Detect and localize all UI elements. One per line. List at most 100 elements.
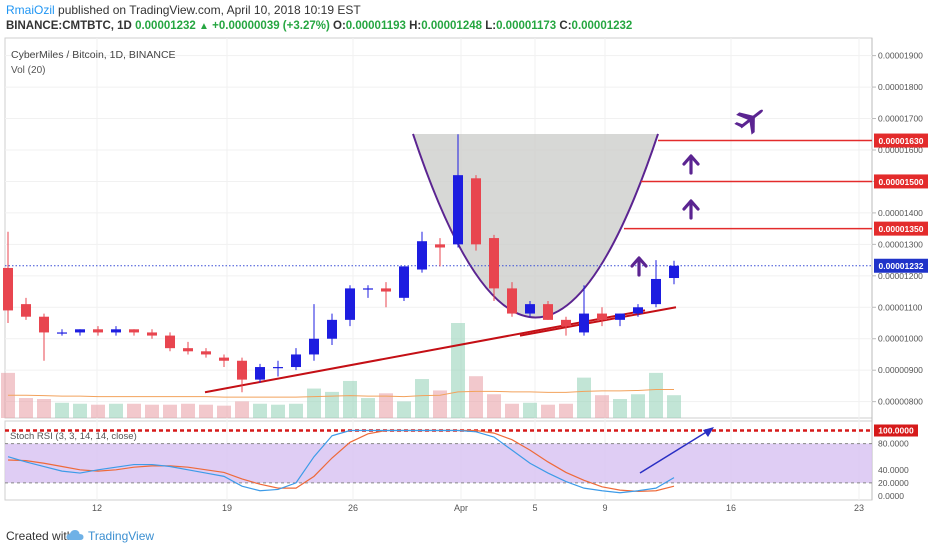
y-tick-label: 0.00001000 bbox=[878, 334, 923, 344]
bull-candle bbox=[309, 338, 319, 355]
volume-bar bbox=[595, 395, 609, 418]
volume-bar bbox=[235, 401, 249, 418]
bear-candle bbox=[165, 335, 175, 349]
stoch-arrow-line bbox=[639, 430, 709, 474]
volume-bar bbox=[127, 403, 141, 418]
volume-bar bbox=[19, 398, 33, 418]
price-tag-label: 0.00001630 bbox=[879, 136, 924, 146]
bear-candle bbox=[147, 332, 157, 336]
volume-bar bbox=[253, 403, 267, 418]
volume-bar bbox=[217, 405, 231, 418]
bear-candle bbox=[39, 316, 49, 333]
volume-bar bbox=[199, 404, 213, 418]
stoch-band bbox=[5, 443, 872, 483]
stoch-label: Stoch RSI (3, 3, 14, 14, close) bbox=[10, 431, 137, 442]
footer: Created with TradingView bbox=[0, 522, 932, 550]
bull-candle bbox=[525, 304, 535, 314]
bull-candle bbox=[579, 313, 589, 333]
volume-bar bbox=[37, 399, 51, 418]
open-label: O: bbox=[333, 20, 346, 32]
bull-candle bbox=[57, 332, 67, 334]
bull-candle bbox=[399, 266, 409, 298]
x-tick-label: 12 bbox=[92, 503, 102, 513]
bear-candle bbox=[435, 244, 445, 248]
bull-candle bbox=[345, 288, 355, 320]
y-tick-label: 0.00001200 bbox=[878, 271, 923, 281]
bear-candle bbox=[561, 319, 571, 327]
x-tick-label: Apr bbox=[454, 503, 468, 513]
bull-candle bbox=[651, 278, 661, 305]
x-tick-label: 9 bbox=[602, 503, 607, 513]
bear-candle bbox=[237, 360, 247, 380]
ohlc-line: BINANCE:CMTBTC, 1D 0.00001232 ▲ +0.00000… bbox=[6, 20, 632, 32]
volume-bar bbox=[307, 388, 321, 418]
volume-bar bbox=[667, 395, 681, 418]
chart-title: CyberMiles / Bitcoin, 1D, BINANCE bbox=[11, 49, 176, 61]
publish-line: RmaiOzil published on TradingView.com, A… bbox=[6, 3, 361, 17]
last-price: 0.00001232 bbox=[135, 20, 196, 32]
support-trendline-1 bbox=[204, 309, 646, 394]
x-tick-label: 26 bbox=[348, 503, 358, 513]
volume-bar bbox=[613, 399, 627, 418]
author-link[interactable]: RmaiOzil bbox=[6, 3, 55, 17]
bear-candle bbox=[129, 329, 139, 333]
bull-candle bbox=[615, 313, 625, 320]
volume-bar bbox=[397, 401, 411, 418]
tradingview-brand-link[interactable]: TradingView bbox=[88, 529, 155, 543]
y-tick-label: 0.00000900 bbox=[878, 365, 923, 375]
airplane-icon bbox=[734, 109, 763, 135]
volume-bar bbox=[181, 403, 195, 418]
bull-candle bbox=[669, 265, 679, 279]
x-tick-label: 16 bbox=[726, 503, 736, 513]
volume-bar bbox=[379, 393, 393, 418]
airplane-wing bbox=[749, 116, 755, 135]
volume-bar bbox=[343, 380, 357, 418]
support-trendline-2 bbox=[519, 306, 677, 337]
price-tag-label: 0.00001232 bbox=[879, 261, 924, 271]
volume-bar bbox=[289, 403, 303, 418]
chart-canvas[interactable]: 12 19 26 Apr 5 9 16 23 0.00001900 0.00001800 0.000… bbox=[0, 0, 932, 522]
up-triangle-icon: ▲ bbox=[199, 21, 209, 32]
airplane-tail bbox=[734, 122, 744, 128]
airplane-wing bbox=[736, 112, 755, 121]
stoch-tick-label: 0.0000 bbox=[878, 491, 904, 501]
bear-candle bbox=[21, 304, 31, 317]
low-label: L: bbox=[485, 20, 497, 32]
stoch-tick-label: 40.0000 bbox=[878, 465, 909, 475]
price-tag bbox=[874, 174, 928, 189]
price-tag-label: 0.00001500 bbox=[879, 177, 924, 187]
bull-candle bbox=[291, 354, 301, 368]
stoch-tick-label: 80.0000 bbox=[878, 439, 909, 449]
stoch-k-line bbox=[7, 429, 675, 494]
bull-candle bbox=[75, 329, 85, 333]
open-value: 0.00001193 bbox=[345, 20, 406, 32]
volume-bar bbox=[469, 376, 483, 418]
volume-label: Vol (20) bbox=[11, 65, 45, 76]
bull-candle bbox=[453, 175, 463, 245]
bear-candle bbox=[93, 329, 103, 333]
stoch-d-line bbox=[7, 429, 675, 493]
high-value: 0.00001248 bbox=[421, 20, 483, 32]
stoch-tick-label: 100.0000 bbox=[878, 426, 914, 436]
high-label: H: bbox=[409, 20, 422, 32]
y-tick-label: 0.00001700 bbox=[878, 114, 923, 124]
close-value: 0.00001232 bbox=[571, 20, 633, 32]
volume-bar bbox=[559, 403, 573, 418]
bull-candle bbox=[633, 307, 643, 314]
tradingview-cloud-icon bbox=[66, 529, 84, 544]
volume-bar bbox=[109, 403, 123, 418]
volume-ma-line bbox=[8, 389, 674, 398]
volume-bar bbox=[415, 379, 429, 418]
volume-bar bbox=[145, 404, 159, 418]
bear-candle bbox=[381, 288, 391, 292]
stoch-tick-label: 20.0000 bbox=[878, 478, 909, 488]
volume-bar bbox=[55, 402, 69, 418]
y-tick-label: 0.00001900 bbox=[878, 51, 923, 61]
bear-candle bbox=[597, 313, 607, 320]
cup-curve bbox=[412, 133, 659, 319]
price-tag bbox=[874, 133, 928, 148]
x-tick-label: 5 bbox=[532, 503, 537, 513]
price-change: +0.00000039 (+3.27%) bbox=[212, 20, 330, 32]
volume-bar bbox=[451, 323, 465, 418]
price-tag-label: 0.00001350 bbox=[879, 224, 924, 234]
